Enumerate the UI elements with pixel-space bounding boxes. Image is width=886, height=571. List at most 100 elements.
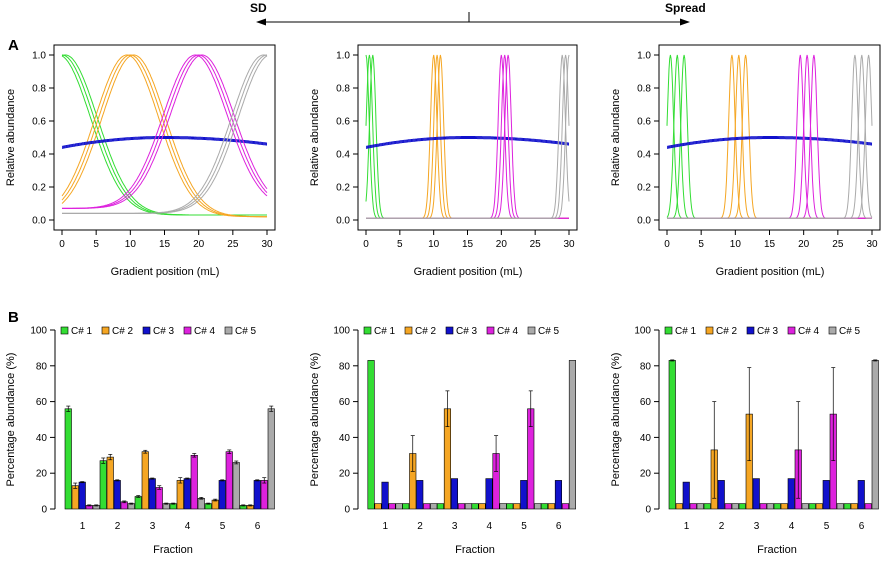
series-line-c3 [61,138,268,149]
bar-c5-fraction-5 [534,503,542,510]
x-tick-label: 20 [798,239,810,250]
bar-c2-fraction-5 [815,503,823,510]
y-tick-label: 0.4 [32,150,46,161]
x-axis-label: Fraction [455,544,495,556]
legend-swatch [664,326,673,335]
bar-c3-fraction-6 [857,480,865,510]
bar-c3-fraction-6 [554,480,563,510]
y-tick-label: 0.8 [336,84,350,95]
bar-c4-fraction-1 [689,503,697,510]
bar-c4-fraction-1 [388,503,396,510]
legend-swatch [828,326,837,335]
y-tick-label: 0.8 [637,84,651,95]
y-tick-label: 60 [640,397,652,408]
legend-label: C# 4 [497,326,519,337]
header-left-label: SD [250,1,267,15]
bar-c5-fraction-4 [499,503,507,510]
x-tick-label: 15 [159,239,171,250]
bar-c2-fraction-1 [71,485,79,510]
x-tick-label: 4 [789,521,795,532]
y-axis-label: Relative abundance [610,89,622,186]
y-tick-label: 0.2 [32,183,46,194]
x-tick-label: 5 [824,521,830,532]
series-line-c5 [366,54,570,219]
bar-c1-fraction-5 [506,503,514,510]
bar-c5-fraction-3 [464,503,473,510]
legend-label: C# 1 [71,326,93,337]
y-tick-label: 40 [36,433,48,444]
bar-c1-fraction-5 [808,503,816,510]
line-panel-2: 0 5 10 15 20 25 30 0.0 0.2 0.4 0.6 0.8 1.0 Gradient p… [309,44,578,278]
bar-c2-fraction-2 [106,456,114,510]
bar-c3-fraction-1 [381,481,389,510]
x-tick-label: 25 [530,239,542,250]
x-tick-label: 1 [383,521,389,532]
x-tick-label: 1 [80,521,86,532]
legend-label: C# 5 [235,326,257,337]
y-tick-label: 0.2 [637,183,651,194]
x-tick-label: 2 [719,521,725,532]
bar-c1-fraction-6 [843,503,851,510]
y-tick-label: 20 [640,469,652,480]
x-tick-label: 15 [462,239,474,250]
y-tick-label: 0.6 [32,117,46,128]
header-arrow-right-head [680,18,690,26]
x-tick-label: 2 [417,521,423,532]
y-tick-label: 40 [339,433,351,444]
x-tick-label: 30 [261,239,273,250]
bar-c2-fraction-5 [211,499,219,510]
bar-c3-fraction-1 [78,481,86,510]
y-tick-label: 0.2 [336,183,350,194]
x-tick-label: 0 [59,239,65,250]
x-tick-label: 5 [521,521,527,532]
legend-swatch [746,326,755,335]
y-tick-label: 60 [36,397,48,408]
x-axis-label: Gradient position (mL) [716,266,825,278]
x-tick-label: 4 [185,521,191,532]
legend-swatch [224,326,233,335]
series-line-c4 [62,54,268,209]
bar-c5-fraction-4 [801,503,809,510]
legend-swatch [142,326,151,335]
bar-c5-fraction-5 [232,462,240,510]
bar-c2-fraction-6 [850,503,858,510]
y-tick-label: 60 [339,397,351,408]
y-tick-label: 0.0 [32,216,46,227]
y-tick-label: 100 [333,326,350,337]
bar-c3-fraction-5 [520,480,528,510]
legend-label: C# 3 [757,326,779,337]
bar-c2-fraction-4 [478,503,486,510]
bar-c3-fraction-2 [717,480,725,510]
y-tick-label: 20 [339,469,351,480]
bar-c4-fraction-6 [260,480,268,510]
legend-swatch [705,326,714,335]
y-axis-label: Relative abundance [5,89,17,186]
bar-c2-fraction-1 [675,503,683,510]
bar-c5-fraction-1 [696,503,704,510]
bar-c2-fraction-4 [176,480,184,510]
bar-c5-fraction-2 [430,503,438,510]
bar-c1-fraction-3 [436,503,445,510]
legend-swatch [404,326,413,335]
x-tick-label: 5 [397,239,403,250]
bar-c4-fraction-3 [155,487,163,510]
legend-swatch [363,326,372,335]
legend-label: C# 5 [839,326,861,337]
bar-c3-fraction-3 [148,478,156,510]
bar-c3-fraction-4 [485,478,493,510]
y-tick-label: 0.6 [637,117,651,128]
bar-c4-fraction-6 [561,503,570,510]
bar-c3-fraction-1 [682,481,690,510]
line-panel-1: 0 5 10 15 20 25 30 0.0 0.2 0.4 0.6 0.8 1.0 Gradient p… [5,44,276,278]
y-axis-label: Percentage abundance (%) [309,353,321,487]
y-axis-label: Percentage abundance (%) [610,353,622,487]
legend-swatch [101,326,110,335]
y-tick-label: 0.6 [336,117,350,128]
x-tick-label: 30 [866,239,878,250]
bar-c3-fraction-2 [113,480,121,510]
series-line-c5 [667,54,873,219]
bar-c5-fraction-4 [197,497,205,510]
bar-c3-fraction-4 [787,478,795,510]
bar-c5-fraction-5 [836,503,844,510]
